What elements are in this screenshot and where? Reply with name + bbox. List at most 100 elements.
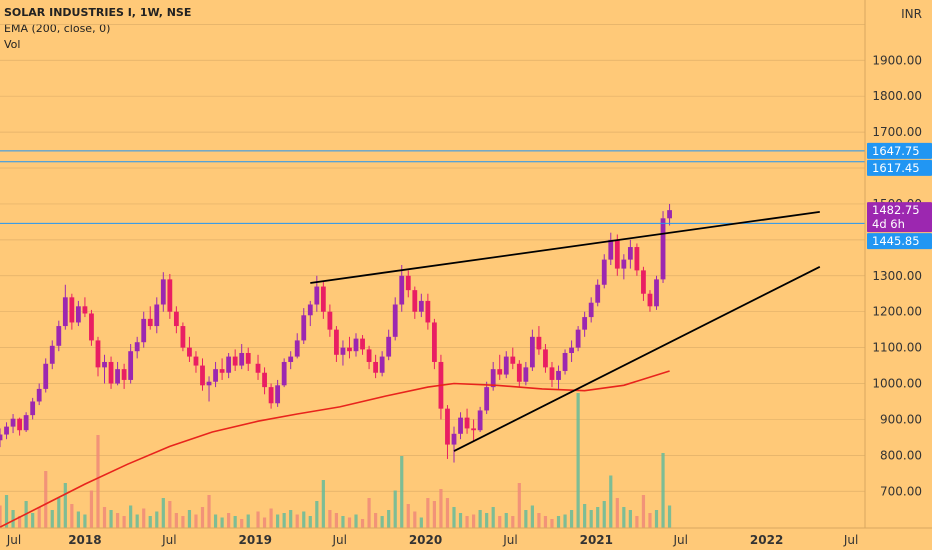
volume-bar <box>583 504 587 528</box>
candle-body <box>529 336 535 368</box>
volume-bar <box>635 516 639 528</box>
candle-body <box>497 369 503 375</box>
candle-body <box>108 361 114 384</box>
candle-body <box>425 300 431 323</box>
volume-bar <box>452 507 456 528</box>
time-axis[interactable]: Jul 2018 Jul 2019 Jul 2020 Jul 2021 Jul 2022 Jul <box>0 527 932 547</box>
price-tick-label: 1200.00 <box>872 305 922 319</box>
volume-bar <box>122 516 126 528</box>
candle-body <box>89 313 94 341</box>
currency-label: INR <box>901 7 922 21</box>
volume-bar <box>537 513 541 528</box>
candle-body <box>660 218 666 280</box>
candle-body <box>320 286 326 312</box>
ema-label: EMA (200, close, 0) <box>4 22 111 35</box>
volume-bar <box>115 513 120 528</box>
volume-bar <box>648 513 652 528</box>
price-tag-box <box>867 233 932 250</box>
candle-body <box>75 306 81 323</box>
candle-body <box>268 387 274 404</box>
candle-body <box>102 361 107 368</box>
volume-bar <box>563 514 567 528</box>
candle-body <box>314 286 320 305</box>
candle-body <box>128 351 134 380</box>
time-tick-label: Jul <box>6 533 21 547</box>
price-tick-label: 1700.00 <box>872 125 922 139</box>
volume-bar <box>187 510 192 528</box>
time-tick-label: Jul <box>331 533 346 547</box>
candle-body <box>484 387 490 411</box>
time-tick-label: 2021 <box>580 533 613 547</box>
volume-bar <box>439 489 443 528</box>
candle-body <box>36 388 42 402</box>
candle-body <box>334 329 339 355</box>
volume-bar <box>628 510 632 528</box>
price-tag-box <box>867 202 932 233</box>
volume-bar <box>227 513 231 528</box>
volume-bar <box>367 498 371 528</box>
candle-body <box>30 401 36 416</box>
candle-body <box>62 297 68 327</box>
volume-bar <box>321 480 325 528</box>
candle-body <box>141 318 147 343</box>
candle-body <box>160 279 166 305</box>
price-tick-label: 1100.00 <box>872 341 922 355</box>
volume-bar <box>11 510 15 528</box>
volume-bar <box>393 490 397 528</box>
price-tick-label: 1000.00 <box>872 377 922 391</box>
candle-body <box>647 293 653 307</box>
volume-bar <box>419 517 423 528</box>
candle-body <box>173 311 179 327</box>
volume-bar <box>426 498 430 528</box>
price-tag-label: 1647.75 <box>872 144 920 158</box>
volume-bar <box>315 501 319 528</box>
candle-body <box>23 415 29 431</box>
candle-body <box>432 322 437 362</box>
price-tag-box <box>867 159 932 176</box>
volume-bar <box>530 505 534 528</box>
volume-bar <box>200 507 205 528</box>
volume-bar <box>511 516 515 528</box>
candle-body <box>608 239 614 260</box>
candle-body <box>614 239 620 269</box>
candle-body <box>516 363 522 382</box>
volume-bar <box>602 501 606 528</box>
candle-body <box>167 279 173 312</box>
volume-bar <box>135 514 139 528</box>
volume-bar <box>17 516 22 528</box>
volume-bar <box>194 514 198 528</box>
candle-body <box>200 365 205 386</box>
candle-body <box>654 279 659 307</box>
volume-bar <box>70 504 74 528</box>
candle-body <box>445 408 450 445</box>
candle-body <box>353 338 359 352</box>
time-tick-label: Jul <box>843 533 858 547</box>
candle-body <box>366 349 372 362</box>
volume-bar <box>491 507 495 528</box>
volume-bar <box>478 510 482 528</box>
volume-bar <box>63 483 67 528</box>
volume-bar <box>465 516 469 528</box>
candle-body <box>399 275 405 305</box>
candle-body <box>95 340 101 368</box>
candle-body <box>294 340 300 357</box>
time-tick-label: 2020 <box>409 533 442 547</box>
candle-body <box>471 428 476 431</box>
price-axis[interactable]: 700.00 800.00 900.00 1000.00 1100.00 1200.00 1… <box>864 0 922 528</box>
volume-bar <box>269 508 273 528</box>
time-tick-label: Jul <box>502 533 517 547</box>
volume-bar <box>667 505 672 528</box>
volume-bar <box>262 517 267 528</box>
candle-body <box>56 326 62 346</box>
candle-body <box>288 356 294 362</box>
price-tick-label: 700.00 <box>880 484 922 498</box>
volume-bar <box>504 513 508 528</box>
volume-bar <box>256 511 260 528</box>
candle-body <box>601 259 607 285</box>
candle-body <box>503 356 509 375</box>
volume-bar <box>328 510 332 528</box>
candle-body <box>180 326 186 348</box>
volume-bar <box>347 517 352 528</box>
